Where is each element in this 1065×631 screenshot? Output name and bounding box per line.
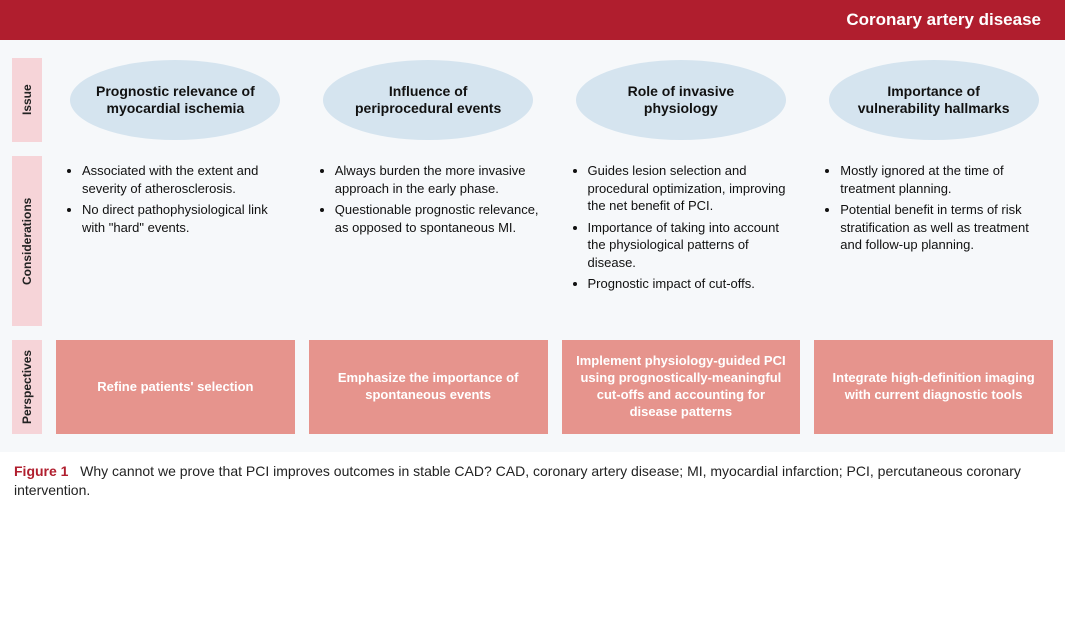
perspective-cell-0: Refine patients' selection bbox=[56, 340, 295, 434]
header-title: Coronary artery disease bbox=[846, 10, 1041, 29]
considerations-cell-1: Always burden the more invasive approach… bbox=[309, 156, 548, 326]
considerations-list-0: Associated with the extent and severity … bbox=[56, 162, 289, 236]
list-item: Potential benefit in terms of risk strat… bbox=[840, 201, 1047, 254]
list-item: Always burden the more invasive approach… bbox=[335, 162, 542, 197]
perspective-box-2: Implement physiology-guided PCI using pr… bbox=[562, 340, 801, 434]
figure-caption-label: Figure 1 bbox=[14, 463, 68, 479]
issue-cell-1: Influence of periprocedural events bbox=[309, 58, 548, 142]
issue-cell-3: Importance of vulnerability hallmarks bbox=[814, 58, 1053, 142]
issue-ellipse-0: Prognostic relevance of myocardial ische… bbox=[70, 60, 280, 140]
figure-area: Issue Prognostic relevance of myocardial… bbox=[0, 40, 1065, 452]
row-label-considerations-text: Considerations bbox=[20, 197, 34, 284]
issue-ellipse-2: Role of invasive physiology bbox=[576, 60, 786, 140]
figure-caption-text: Why cannot we prove that PCI improves ou… bbox=[14, 463, 1021, 498]
row-label-issue-text: Issue bbox=[20, 85, 34, 116]
considerations-cell-0: Associated with the extent and severity … bbox=[56, 156, 295, 326]
perspective-cell-2: Implement physiology-guided PCI using pr… bbox=[562, 340, 801, 434]
perspective-cell-3: Integrate high-definition imaging with c… bbox=[814, 340, 1053, 434]
issue-cell-0: Prognostic relevance of myocardial ische… bbox=[56, 58, 295, 142]
perspective-box-3: Integrate high-definition imaging with c… bbox=[814, 340, 1053, 434]
header-bar: Coronary artery disease bbox=[0, 0, 1065, 40]
list-item: Importance of taking into account the ph… bbox=[588, 219, 795, 272]
list-item: No direct pathophysiological link with "… bbox=[82, 201, 289, 236]
perspective-box-0: Refine patients' selection bbox=[56, 340, 295, 434]
list-item: Guides lesion selection and procedural o… bbox=[588, 162, 795, 215]
figure-grid: Issue Prognostic relevance of myocardial… bbox=[12, 58, 1053, 434]
list-item: Associated with the extent and severity … bbox=[82, 162, 289, 197]
row-label-issue: Issue bbox=[12, 58, 42, 142]
considerations-cell-2: Guides lesion selection and procedural o… bbox=[562, 156, 801, 326]
perspective-cell-1: Emphasize the importance of spontaneous … bbox=[309, 340, 548, 434]
row-label-considerations: Considerations bbox=[12, 156, 42, 326]
list-item: Mostly ignored at the time of treatment … bbox=[840, 162, 1047, 197]
issue-ellipse-3: Importance of vulnerability hallmarks bbox=[829, 60, 1039, 140]
perspective-box-1: Emphasize the importance of spontaneous … bbox=[309, 340, 548, 434]
issue-ellipse-1: Influence of periprocedural events bbox=[323, 60, 533, 140]
list-item: Questionable prognostic relevance, as op… bbox=[335, 201, 542, 236]
considerations-list-2: Guides lesion selection and procedural o… bbox=[562, 162, 795, 293]
row-label-perspectives: Perspectives bbox=[12, 340, 42, 434]
considerations-list-1: Always burden the more invasive approach… bbox=[309, 162, 542, 236]
list-item: Prognostic impact of cut-offs. bbox=[588, 275, 795, 293]
considerations-list-3: Mostly ignored at the time of treatment … bbox=[814, 162, 1047, 254]
considerations-cell-3: Mostly ignored at the time of treatment … bbox=[814, 156, 1053, 326]
issue-cell-2: Role of invasive physiology bbox=[562, 58, 801, 142]
row-label-perspectives-text: Perspectives bbox=[20, 350, 34, 424]
figure-caption: Figure 1 Why cannot we prove that PCI im… bbox=[0, 452, 1065, 514]
